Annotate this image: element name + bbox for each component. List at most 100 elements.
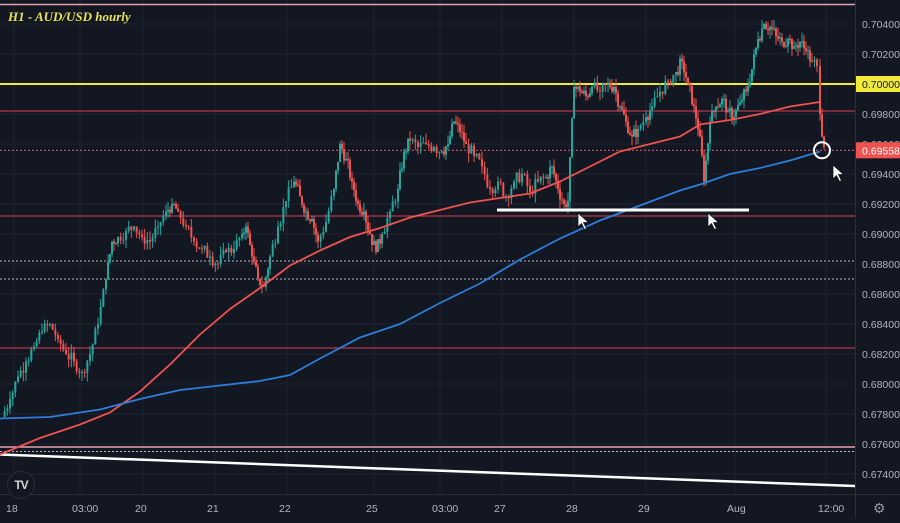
candle-body	[70, 352, 73, 360]
candle-body	[727, 111, 729, 113]
candle-body	[301, 196, 303, 205]
time-axis-label: 03:00	[72, 503, 98, 515]
candle-body	[169, 209, 171, 213]
candle-body	[430, 145, 433, 151]
candle-body	[227, 247, 230, 252]
candle-body	[146, 240, 149, 244]
trendline[interactable]	[0, 453, 856, 488]
candle-body	[625, 114, 627, 122]
candle-body	[394, 201, 397, 203]
candle-body	[245, 226, 247, 233]
candle-body	[465, 141, 467, 144]
candle-body	[445, 146, 447, 155]
candle-body	[709, 121, 711, 144]
candle-body	[545, 177, 547, 178]
candle-body	[409, 138, 411, 141]
price-axis-label: 0.67400	[862, 469, 900, 481]
time-axis-label: 03:00	[432, 503, 458, 515]
candle-body	[773, 28, 775, 30]
candle-body	[253, 256, 255, 261]
candle-body	[739, 102, 741, 105]
candle-body	[555, 173, 557, 181]
candle-body	[369, 230, 371, 234]
candle-body	[571, 118, 573, 158]
candle-body	[373, 241, 375, 245]
candle-body	[175, 204, 177, 209]
candle-body	[577, 86, 579, 89]
candle-body	[381, 234, 383, 244]
candle-body	[649, 110, 651, 121]
candle-body	[731, 108, 733, 120]
price-axis-label: 0.67600	[862, 439, 900, 451]
candle-body	[599, 90, 601, 92]
candle-body	[777, 36, 779, 39]
candle-body	[459, 124, 461, 132]
candle-body	[475, 153, 478, 156]
candle-body	[438, 152, 441, 154]
candle-body	[14, 381, 17, 393]
price-axis-label: 0.68400	[862, 319, 900, 331]
candle-body	[173, 204, 175, 205]
candle-body	[230, 247, 233, 254]
candle-body	[417, 142, 419, 147]
candle-body	[765, 24, 767, 30]
candle-body	[295, 181, 297, 185]
candle-body	[679, 58, 681, 75]
candle-body	[65, 349, 67, 354]
candle-body	[117, 237, 119, 244]
candle-body	[383, 231, 386, 234]
candle-body	[243, 232, 245, 234]
candle-body	[107, 262, 109, 279]
candle-body	[105, 279, 107, 290]
candle-body	[721, 99, 723, 105]
candle-body	[483, 166, 486, 175]
candle-body	[305, 211, 307, 213]
candle-body	[209, 256, 211, 258]
candle-body	[307, 211, 309, 220]
candle-body	[629, 132, 631, 135]
candle-body	[317, 234, 319, 242]
candle-body	[303, 204, 305, 213]
candle-body	[365, 211, 367, 223]
candle-body	[341, 144, 343, 150]
candle-body	[419, 142, 422, 147]
candle-body	[347, 159, 349, 161]
candle-body	[154, 227, 157, 238]
candle-body	[470, 145, 473, 154]
ma-blue-line[interactable]	[0, 150, 821, 420]
candle-body	[3, 411, 6, 417]
candle-body	[745, 89, 747, 92]
candle-body	[78, 371, 81, 373]
candle-body	[711, 111, 713, 122]
candle-body	[99, 306, 102, 324]
candle-body	[807, 50, 809, 52]
candle-body	[771, 27, 773, 29]
candle-body	[322, 231, 325, 236]
candle-body	[299, 185, 301, 197]
candle-body	[695, 106, 697, 119]
candle-body	[591, 87, 593, 94]
candle-body	[119, 237, 122, 241]
candle-body	[813, 59, 816, 62]
candle-body	[534, 179, 537, 194]
candle-body	[214, 263, 217, 266]
candle-body	[705, 160, 707, 182]
candle-body	[375, 241, 377, 252]
candle-body	[491, 189, 494, 194]
candle-body	[567, 201, 569, 207]
candle-body	[787, 39, 789, 47]
ma-red-line[interactable]	[0, 101, 821, 456]
candle-body	[747, 85, 749, 92]
candle-body	[779, 37, 781, 39]
candle-body	[59, 339, 62, 345]
candle-body	[225, 249, 227, 252]
tradingview-logo-icon[interactable]: TV	[7, 471, 35, 499]
candle-body	[353, 181, 355, 191]
price-axis-label: 0.69400	[862, 169, 900, 181]
settings-gear-icon[interactable]: ⚙	[873, 500, 886, 516]
candle-body	[177, 208, 179, 212]
candle-body	[345, 159, 347, 161]
candle-body	[115, 243, 117, 245]
